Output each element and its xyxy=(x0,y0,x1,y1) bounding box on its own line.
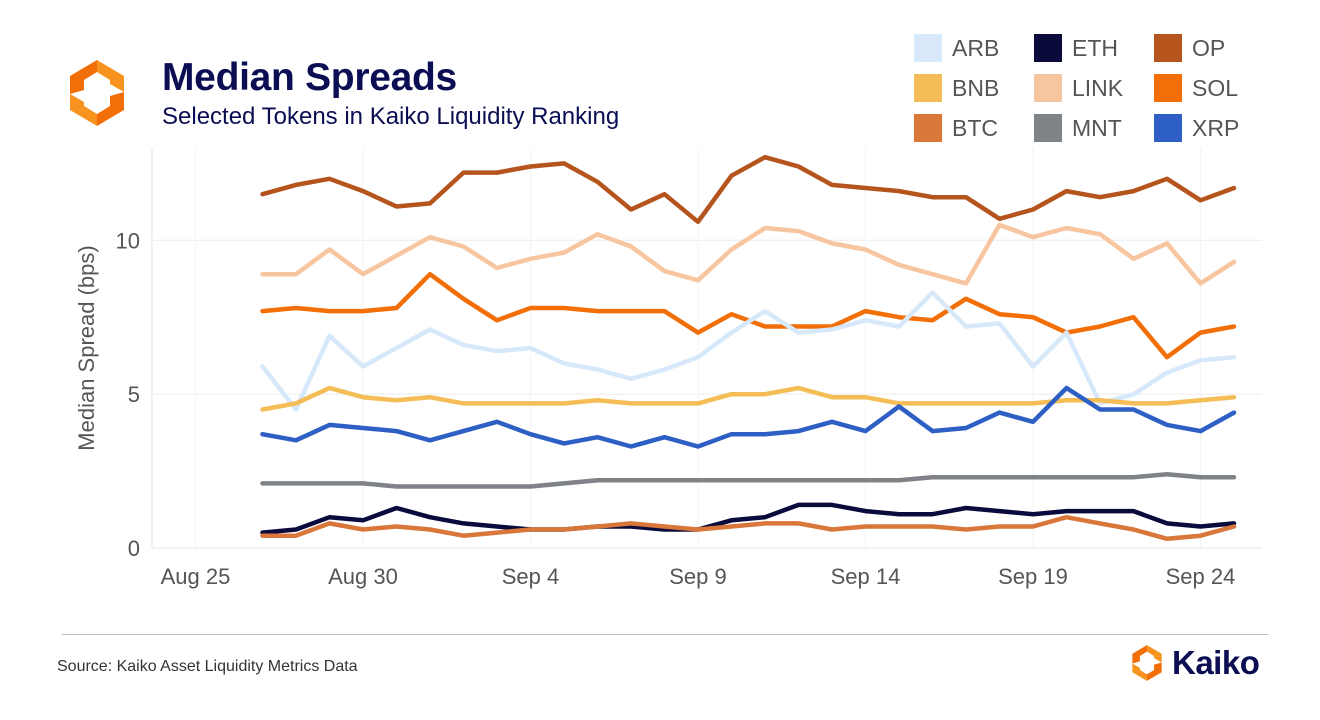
page-title: Median Spreads xyxy=(162,56,457,99)
y-axis-title: Median Spread (bps) xyxy=(74,245,99,450)
legend-item-eth: ETH xyxy=(1034,28,1154,68)
legend-item-link: LINK xyxy=(1034,68,1154,108)
legend-label: OP xyxy=(1192,34,1226,61)
footer-divider xyxy=(62,634,1268,635)
legend-label: ETH xyxy=(1072,34,1118,61)
legend-label: BNB xyxy=(952,74,1000,101)
legend-item-sol: SOL xyxy=(1154,68,1274,108)
source-note: Source: Kaiko Asset Liquidity Metrics Da… xyxy=(57,658,358,675)
series-line-eth xyxy=(260,502,1237,535)
x-tick-label: Sep 14 xyxy=(831,564,901,589)
legend-swatch xyxy=(1034,34,1062,62)
x-tick-label: Sep 4 xyxy=(502,564,560,589)
series-line-xrp xyxy=(260,385,1237,449)
y-tick-label: 5 xyxy=(128,382,140,407)
kaiko-logo-icon xyxy=(70,60,124,126)
series-line-btc xyxy=(260,514,1237,542)
legend-label: BTC xyxy=(952,114,998,141)
series-line-bnb xyxy=(260,385,1237,412)
series-line-link xyxy=(260,222,1237,286)
x-tick-label: Aug 25 xyxy=(161,564,231,589)
legend-swatch xyxy=(1034,74,1062,102)
y-tick-label: 0 xyxy=(128,536,140,561)
series-line-mnt xyxy=(260,471,1237,489)
legend-item-btc: BTC xyxy=(914,108,1034,148)
legend-swatch xyxy=(1154,74,1182,102)
line-chart: 0 5 10 Aug 25 Aug 30 Sep 4 Sep 9 Sep 14 Sep 19 Se… xyxy=(74,148,1262,589)
y-tick-label: 10 xyxy=(116,228,140,253)
legend-label: ARB xyxy=(952,34,1000,61)
legend-swatch xyxy=(1154,34,1182,62)
legend-label: SOL xyxy=(1192,74,1239,101)
legend-item-op: OP xyxy=(1154,28,1274,68)
legend-label: XRP xyxy=(1192,114,1240,141)
legend-item-xrp: XRP xyxy=(1154,108,1274,148)
legend-item-mnt: MNT xyxy=(1034,108,1154,148)
legend-label: MNT xyxy=(1072,114,1122,141)
legend-swatch xyxy=(914,34,942,62)
legend-label: LINK xyxy=(1072,74,1124,101)
x-tick-label: Aug 30 xyxy=(328,564,398,589)
page-subtitle: Selected Tokens in Kaiko Liquidity Ranki… xyxy=(162,103,620,130)
legend-item-bnb: BNB xyxy=(914,68,1034,108)
legend-item-arb: ARB xyxy=(914,28,1034,68)
series-line-op xyxy=(260,154,1237,225)
x-tick-label: Sep 24 xyxy=(1166,564,1236,589)
legend-swatch xyxy=(914,114,942,142)
kaiko-brand-icon xyxy=(1132,645,1162,681)
legend-swatch xyxy=(1034,114,1062,142)
brand-name: Kaiko xyxy=(1172,644,1260,681)
x-tick-label: Sep 19 xyxy=(998,564,1068,589)
brand-mark: Kaiko xyxy=(1128,644,1260,682)
series-line-arb xyxy=(260,290,1237,412)
legend-swatch xyxy=(1154,114,1182,142)
chart-legend: ARB ETH OP BNB LINK SOL BTC MNT XRP xyxy=(914,28,1274,148)
legend-swatch xyxy=(914,74,942,102)
series-line-sol xyxy=(260,271,1237,360)
x-tick-label: Sep 9 xyxy=(669,564,727,589)
